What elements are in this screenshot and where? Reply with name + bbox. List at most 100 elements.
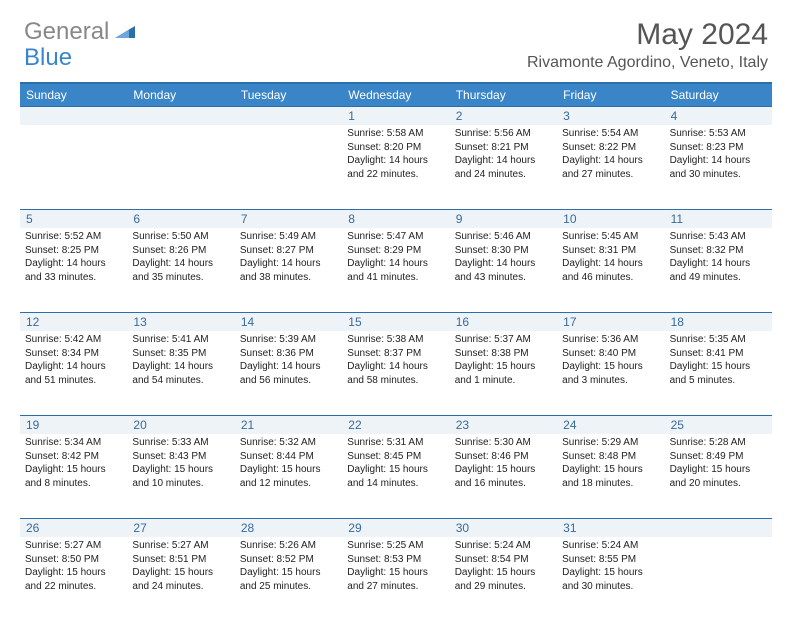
day-header: Wednesday xyxy=(342,84,449,106)
sunrise-text: Sunrise: 5:46 AM xyxy=(455,230,552,244)
date-number: 23 xyxy=(450,416,557,434)
day-header: Saturday xyxy=(665,84,772,106)
day-header: Thursday xyxy=(450,84,557,106)
day-cell: Sunrise: 5:56 AMSunset: 8:21 PMDaylight:… xyxy=(450,125,557,209)
daylight-text: Daylight: 14 hours and 35 minutes. xyxy=(132,257,229,284)
day-cell: Sunrise: 5:33 AMSunset: 8:43 PMDaylight:… xyxy=(127,434,234,518)
calendar: Sunday Monday Tuesday Wednesday Thursday… xyxy=(20,82,772,621)
sunrise-text: Sunrise: 5:37 AM xyxy=(455,333,552,347)
week-row: Sunrise: 5:27 AMSunset: 8:50 PM Daylight:… xyxy=(20,537,772,621)
day-cell: Sunrise: 5:49 AMSunset: 8:27 PMDaylight:… xyxy=(235,228,342,312)
day-header: Friday xyxy=(557,84,664,106)
date-number: 27 xyxy=(127,519,234,537)
daylight-text: Daylight: 15 hours and 29 minutes. xyxy=(455,566,552,593)
weeks-container: 1234Sunrise: 5:58 AMSunset: 8:20 PMDayli… xyxy=(20,106,772,621)
sunset-text: Sunset: 8:52 PM xyxy=(240,553,337,567)
logo-triangle-icon xyxy=(115,22,135,43)
daylight-text: Daylight: 15 hours and 25 minutes. xyxy=(240,566,337,593)
day-cell: Sunrise: 5:27 AMSunset: 8:50 PMDaylight:… xyxy=(20,537,127,621)
sunrise-text: Sunrise: 5:30 AM xyxy=(455,436,552,450)
header: General May 2024 Rivamonte Agordino, Ven… xyxy=(0,0,792,78)
date-number: 4 xyxy=(665,107,772,125)
sunset-text: Sunset: 8:43 PM xyxy=(132,450,229,464)
daylight-text: Daylight: 14 hours and 22 minutes. xyxy=(347,154,444,181)
daylight-text: Daylight: 14 hours and 24 minutes. xyxy=(455,154,552,181)
sunrise-text: Sunrise: 5:24 AM xyxy=(455,539,552,553)
day-cell: Sunrise: 5:24 AMSunset: 8:54 PMDaylight:… xyxy=(450,537,557,621)
location: Rivamonte Agordino, Veneto, Italy xyxy=(527,54,768,72)
sunrise-text: Sunrise: 5:47 AM xyxy=(347,230,444,244)
daylight-text: Daylight: 15 hours and 24 minutes. xyxy=(132,566,229,593)
sunset-text: Sunset: 8:40 PM xyxy=(562,347,659,361)
day-cell: Sunrise: 5:45 AMSunset: 8:31 PMDaylight:… xyxy=(557,228,664,312)
daylight-text: Daylight: 15 hours and 1 minute. xyxy=(455,360,552,387)
sunset-text: Sunset: 8:36 PM xyxy=(240,347,337,361)
daylight-text: Daylight: 15 hours and 3 minutes. xyxy=(562,360,659,387)
date-number: 2 xyxy=(450,107,557,125)
sunrise-text: Sunrise: 5:42 AM xyxy=(25,333,122,347)
sunrise-text: Sunrise: 5:25 AM xyxy=(347,539,444,553)
week-row: Sunrise: 5:58 AMSunset: 8:20 PMDaylight:… xyxy=(20,125,772,209)
sunrise-text: Sunrise: 5:50 AM xyxy=(132,230,229,244)
date-number: 3 xyxy=(557,107,664,125)
date-number: 20 xyxy=(127,416,234,434)
sunset-text: Sunset: 8:32 PM xyxy=(670,244,767,258)
sunset-text: Sunset: 8:42 PM xyxy=(25,450,122,464)
sunrise-text: Sunrise: 5:54 AM xyxy=(562,127,659,141)
date-number: 17 xyxy=(557,313,664,331)
sunset-text: Sunset: 8:29 PM xyxy=(347,244,444,258)
sunrise-text: Sunrise: 5:31 AM xyxy=(347,436,444,450)
daylight-text: Daylight: 14 hours and 27 minutes. xyxy=(562,154,659,181)
sunrise-text: Sunrise: 5:58 AM xyxy=(347,127,444,141)
day-cell: Sunrise: 5:24 AMSunset: 8:55 PMDaylight:… xyxy=(557,537,664,621)
week-row: Sunrise: 5:52 AMSunset: 8:25 PMDaylight:… xyxy=(20,228,772,312)
daylight-text: Daylight: 14 hours and 30 minutes. xyxy=(670,154,767,181)
date-number: 19 xyxy=(20,416,127,434)
sunset-text: Sunset: 8:35 PM xyxy=(132,347,229,361)
daylight-text: Daylight: 15 hours and 27 minutes. xyxy=(347,566,444,593)
sunset-text: Sunset: 8:54 PM xyxy=(455,553,552,567)
daylight-text: Daylight: 14 hours and 58 minutes. xyxy=(347,360,444,387)
day-cell: Sunrise: 5:30 AMSunset: 8:46 PMDaylight:… xyxy=(450,434,557,518)
sunrise-text: Sunrise: 5:27 AM xyxy=(25,539,122,553)
day-cell: Sunrise: 5:31 AMSunset: 8:45 PMDaylight:… xyxy=(342,434,449,518)
sunset-text: Sunset: 8:38 PM xyxy=(455,347,552,361)
daylight-text: Daylight: 14 hours and 54 minutes. xyxy=(132,360,229,387)
date-number: 9 xyxy=(450,210,557,228)
logo-text-general: General xyxy=(24,18,109,46)
logo-text-blue: Blue xyxy=(24,44,72,71)
daylight-text: Daylight: 14 hours and 51 minutes. xyxy=(25,360,122,387)
date-number: 14 xyxy=(235,313,342,331)
day-cell: Sunrise: 5:58 AMSunset: 8:20 PMDaylight:… xyxy=(342,125,449,209)
daylight-text: Daylight: 15 hours and 5 minutes. xyxy=(670,360,767,387)
daylight-text: Daylight: 15 hours and 20 minutes. xyxy=(670,463,767,490)
sunrise-text: Sunrise: 5:24 AM xyxy=(562,539,659,553)
sunrise-text: Sunrise: 5:43 AM xyxy=(670,230,767,244)
logo-blue-wrap: Blue xyxy=(24,44,72,72)
sunrise-text: Sunrise: 5:39 AM xyxy=(240,333,337,347)
sunset-text: Sunset: 8:31 PM xyxy=(562,244,659,258)
sunset-text: Sunset: 8:45 PM xyxy=(347,450,444,464)
day-cell: Sunrise: 5:29 AMSunset: 8:48 PMDaylight:… xyxy=(557,434,664,518)
sunrise-text: Sunrise: 5:34 AM xyxy=(25,436,122,450)
sunset-text: Sunset: 8:25 PM xyxy=(25,244,122,258)
date-number: 18 xyxy=(665,313,772,331)
daylight-text: Daylight: 15 hours and 16 minutes. xyxy=(455,463,552,490)
day-cell: Sunrise: 5:47 AMSunset: 8:29 PMDaylight:… xyxy=(342,228,449,312)
sunrise-text: Sunrise: 5:56 AM xyxy=(455,127,552,141)
sunrise-text: Sunrise: 5:49 AM xyxy=(240,230,337,244)
daylight-text: Daylight: 14 hours and 38 minutes. xyxy=(240,257,337,284)
daylight-text: Daylight: 15 hours and 10 minutes. xyxy=(132,463,229,490)
daylight-text: Daylight: 14 hours and 41 minutes. xyxy=(347,257,444,284)
date-row: 19202122232425 xyxy=(20,415,772,434)
sunset-text: Sunset: 8:50 PM xyxy=(25,553,122,567)
date-number: 13 xyxy=(127,313,234,331)
day-cell: Sunrise: 5:42 AMSunset: 8:34 PMDaylight:… xyxy=(20,331,127,415)
daylight-text: Daylight: 15 hours and 18 minutes. xyxy=(562,463,659,490)
date-number: 15 xyxy=(342,313,449,331)
sunrise-text: Sunrise: 5:45 AM xyxy=(562,230,659,244)
day-cell: Sunrise: 5:53 AMSunset: 8:23 PMDaylight:… xyxy=(665,125,772,209)
date-number: 21 xyxy=(235,416,342,434)
date-number: 28 xyxy=(235,519,342,537)
week-row: Sunrise: 5:34 AMSunset: 8:42 PM Daylight:… xyxy=(20,434,772,518)
